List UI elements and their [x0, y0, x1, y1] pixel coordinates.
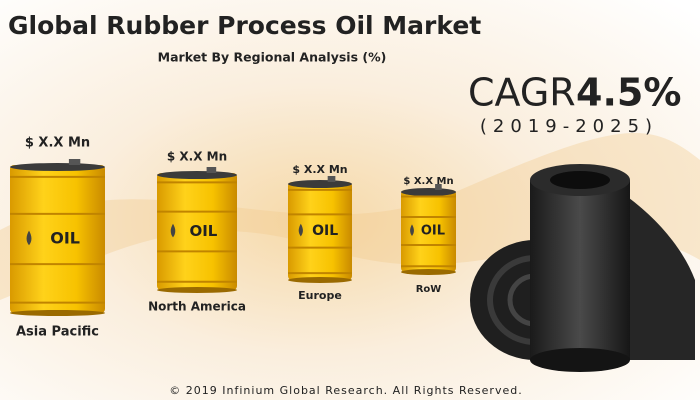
- barrel-cap: [435, 184, 442, 190]
- barrel-base: [157, 287, 237, 293]
- barrel-body: [157, 173, 237, 290]
- subtitle: Market By Regional Analysis (%): [158, 50, 387, 65]
- barrel-top: [157, 171, 237, 179]
- region-label: RoW: [416, 284, 442, 295]
- cagr-label: CAGR: [468, 71, 576, 115]
- barrel-badge: OIL: [421, 224, 445, 239]
- barrel-cap: [327, 176, 336, 182]
- title: Global Rubber Process Oil Market: [8, 11, 481, 40]
- barrel-body: [10, 165, 105, 313]
- barrel-badge: OIL: [189, 222, 217, 240]
- barrel: OIL: [157, 167, 237, 293]
- barrel-badge: OIL: [312, 223, 338, 239]
- barrel: OIL: [10, 159, 105, 316]
- barrel-body: [288, 182, 352, 280]
- rubber-roll: [470, 164, 695, 372]
- oil-drop: [298, 223, 303, 237]
- cagr-value: 4.5%: [576, 71, 681, 115]
- amount-label: $ X.X Mn: [403, 176, 453, 187]
- barrel-badge: OIL: [50, 229, 80, 248]
- region-label: North America: [148, 300, 246, 314]
- barrel: OIL: [288, 176, 352, 283]
- footer: © 2019 Infinium Global Research. All Rig…: [169, 384, 522, 397]
- barrel-base: [10, 310, 105, 316]
- barrel-cap: [68, 159, 81, 165]
- barrel-cap: [206, 167, 217, 173]
- barrel-top: [401, 188, 456, 196]
- oil-drop: [170, 223, 176, 238]
- region-label: Europe: [298, 289, 342, 302]
- barrel-base: [401, 269, 456, 275]
- amount-label: $ X.X Mn: [292, 163, 347, 176]
- barrel-top: [10, 163, 105, 171]
- amount-label: $ X.X Mn: [25, 136, 90, 151]
- barrel: OIL: [401, 184, 456, 275]
- oil-drop: [410, 224, 414, 236]
- barrel-base: [288, 277, 352, 283]
- amount-label: $ X.X Mn: [167, 150, 227, 164]
- cagr-period: (2019-2025): [480, 116, 658, 137]
- barrel-top: [288, 180, 352, 188]
- oil-drop: [26, 230, 32, 246]
- barrel-body: [401, 190, 456, 272]
- region-label: Asia Pacific: [16, 325, 99, 340]
